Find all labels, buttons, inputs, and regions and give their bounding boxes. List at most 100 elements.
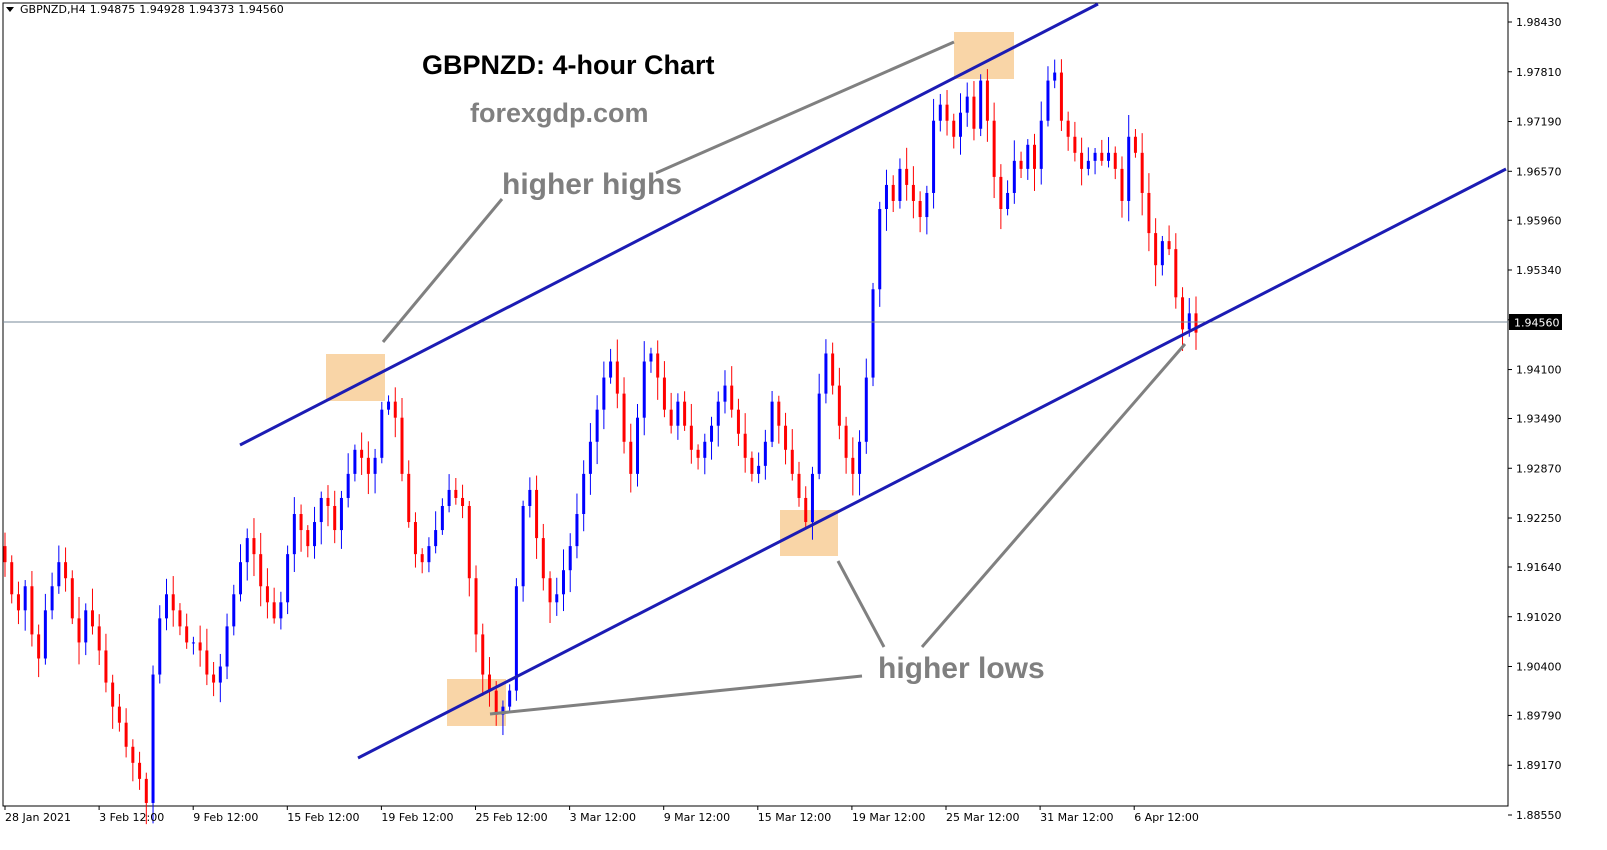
- chart-title: GBPNZD: 4-hour Chart: [422, 50, 715, 80]
- y-tick-label: 1.89170: [1516, 759, 1562, 772]
- candle: [1147, 173, 1151, 252]
- candle: [23, 580, 27, 631]
- x-tick-label: 9 Mar 12:00: [664, 811, 730, 824]
- candle: [272, 587, 276, 624]
- candle: [958, 93, 962, 155]
- candle: [427, 537, 431, 573]
- candle: [306, 525, 310, 558]
- candle: [319, 491, 323, 545]
- candle: [467, 501, 471, 597]
- candle: [992, 102, 996, 199]
- candle: [104, 633, 108, 693]
- candle: [595, 395, 599, 465]
- pivot-highlight-box: [954, 32, 1014, 79]
- x-tick-label: 31 Mar 12:00: [1040, 811, 1113, 824]
- candle: [521, 500, 525, 602]
- candle: [339, 490, 343, 549]
- candle: [178, 603, 182, 636]
- candle: [37, 624, 41, 678]
- candle: [541, 523, 545, 591]
- website-watermark: forexgdp.com: [470, 98, 649, 128]
- candle: [1174, 233, 1178, 309]
- candle: [952, 113, 956, 149]
- candle: [568, 533, 572, 593]
- candle: [191, 636, 195, 655]
- candle: [164, 578, 168, 631]
- candle: [124, 708, 128, 758]
- candle: [716, 391, 720, 447]
- y-tick-label: 1.92870: [1516, 462, 1562, 475]
- x-tick-label: 3 Mar 12:00: [570, 811, 636, 824]
- y-tick-label: 1.92250: [1516, 512, 1562, 525]
- candle: [898, 158, 902, 209]
- candle: [1113, 146, 1117, 180]
- candle: [683, 391, 687, 431]
- y-tick-label: 1.89790: [1516, 709, 1562, 722]
- candle: [999, 164, 1003, 230]
- candle: [387, 395, 391, 415]
- candle: [669, 392, 673, 434]
- open-value: 1.94875: [89, 3, 136, 16]
- candle: [232, 584, 236, 636]
- upper-trendline: [239, 2, 1099, 447]
- candle: [313, 506, 317, 559]
- plot-area: [2, 2, 1509, 807]
- candle: [770, 390, 774, 448]
- dropdown-triangle-icon[interactable]: [6, 7, 14, 12]
- candle: [925, 185, 929, 235]
- candle: [1181, 287, 1185, 351]
- candle: [461, 484, 465, 519]
- y-tick-label: 1.97190: [1516, 116, 1562, 129]
- candle: [171, 576, 175, 627]
- candle: [561, 549, 565, 612]
- candle: [16, 581, 20, 625]
- candle: [225, 613, 229, 680]
- candle: [763, 429, 767, 480]
- candle: [90, 588, 94, 635]
- candle: [131, 739, 135, 782]
- candle: [218, 653, 222, 703]
- candle: [622, 377, 626, 454]
- candle: [528, 477, 532, 518]
- annotation-pointer-line: [920, 343, 1187, 648]
- candle: [535, 475, 539, 559]
- candle: [1066, 111, 1070, 151]
- candle: [750, 451, 754, 482]
- symbol-label: GBPNZD,H4: [20, 3, 86, 16]
- candle: [70, 570, 74, 625]
- x-tick-label: 3 Feb 12:00: [99, 811, 164, 824]
- x-tick-label: 15 Mar 12:00: [758, 811, 831, 824]
- candle: [615, 339, 619, 409]
- candle: [884, 169, 888, 231]
- candle: [454, 477, 458, 505]
- candle: [918, 191, 922, 233]
- candle: [434, 511, 438, 554]
- candle: [575, 493, 579, 559]
- candle: [64, 547, 68, 592]
- candle: [333, 490, 337, 544]
- candle: [1080, 137, 1084, 186]
- candle: [656, 340, 660, 400]
- candle: [844, 416, 848, 474]
- candle: [985, 69, 989, 142]
- chart-header: GBPNZD,H4 1.94875 1.94928 1.94373 1.9456…: [6, 3, 284, 16]
- candle: [1073, 121, 1077, 162]
- candle: [905, 147, 909, 201]
- candle: [3, 532, 7, 577]
- candle: [245, 528, 249, 581]
- candle: [138, 751, 142, 790]
- candle: [871, 282, 875, 387]
- y-tick-label: 1.95960: [1516, 214, 1562, 227]
- candle: [911, 166, 915, 219]
- candle: [10, 555, 14, 604]
- candle: [259, 532, 263, 607]
- candle: [555, 577, 559, 616]
- x-tick-label: 25 Mar 12:00: [946, 811, 1019, 824]
- candle: [938, 93, 942, 132]
- candle: [360, 432, 364, 475]
- candle: [158, 605, 162, 684]
- candle: [723, 370, 727, 414]
- candle: [602, 361, 606, 430]
- y-tick-label: 1.95340: [1516, 264, 1562, 277]
- annotation-pointer-line: [655, 40, 955, 175]
